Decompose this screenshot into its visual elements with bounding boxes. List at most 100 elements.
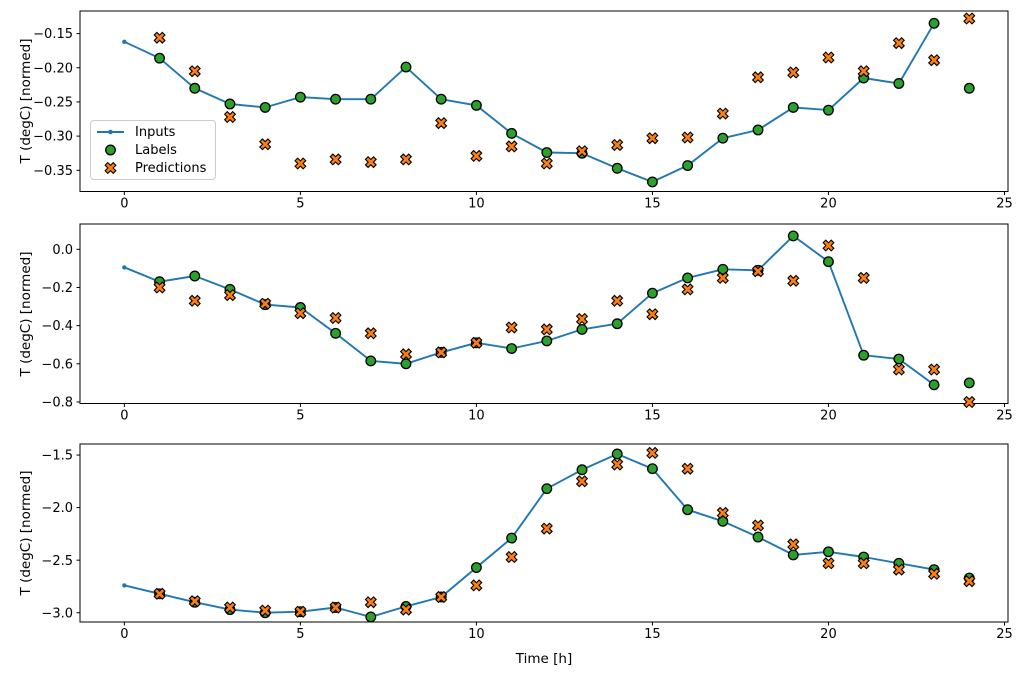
predictions-marker	[751, 265, 765, 278]
x-tick-label: 25	[996, 409, 1013, 424]
axes-frame	[79, 223, 1009, 404]
labels-marker	[400, 358, 412, 370]
predictions-marker	[681, 283, 694, 296]
predictions-marker	[611, 138, 624, 152]
predictions-marker	[329, 311, 342, 325]
predictions-marker	[223, 110, 237, 124]
predictions-marker	[716, 506, 729, 520]
predictions-marker	[646, 446, 659, 460]
inputs-line	[124, 234, 935, 386]
predictions-marker	[294, 157, 307, 170]
predictions-marker	[188, 65, 201, 78]
labels-marker	[259, 101, 271, 113]
labels-circle-icon	[105, 144, 116, 156]
predictions-marker	[329, 153, 342, 166]
x-tick-label: 20	[820, 409, 837, 424]
labels-marker	[541, 147, 553, 158]
labels-marker	[752, 124, 764, 136]
x-tick-label: 10	[468, 627, 485, 642]
inputs-point	[122, 39, 127, 44]
labels-marker	[646, 287, 658, 299]
y-tick-label: −0.6	[41, 357, 73, 372]
subplot-3: 0 5 10 15 20 25 −1.5 −2.0 −2.5 −3.0	[41, 443, 1013, 642]
labels-marker	[470, 562, 482, 573]
labels-marker	[470, 99, 482, 111]
predictions-marker	[364, 327, 377, 340]
predictions-marker	[470, 336, 483, 349]
predictions-marker	[153, 281, 166, 294]
labels-marker	[752, 531, 764, 543]
predictions-marker	[259, 604, 272, 617]
labels-marker	[365, 93, 377, 105]
x-tick-label: 5	[296, 627, 304, 642]
inputs-point	[122, 265, 127, 270]
y-tick-label: −0.20	[33, 61, 73, 76]
predictions-marker	[681, 462, 694, 475]
labels-marker	[963, 82, 975, 94]
predictions-marker	[188, 294, 201, 307]
labels-marker	[682, 272, 694, 284]
labels-marker	[576, 464, 588, 476]
predictions-marker	[329, 601, 342, 614]
y-axis-label-subplot-2: T (degC) [normed]	[18, 251, 34, 377]
labels-marker	[506, 343, 518, 354]
y-tick-label: −0.15	[33, 27, 73, 42]
x-tick-label: 5	[296, 409, 304, 424]
predictions-marker	[892, 36, 906, 50]
predictions-marker	[927, 567, 941, 580]
legend-label-inputs: Inputs	[135, 124, 176, 140]
labels-marker	[400, 61, 412, 73]
predictions-marker	[188, 595, 201, 608]
predictions-marker	[364, 155, 377, 169]
labels-marker	[541, 335, 553, 347]
labels-marker	[787, 230, 799, 242]
predictions-marker	[716, 107, 729, 120]
predictions-marker	[857, 271, 870, 285]
labels-marker	[787, 101, 799, 113]
predictions-marker	[399, 603, 413, 616]
labels-marker	[506, 532, 518, 544]
predictions-marker	[963, 395, 976, 409]
predictions-marker	[435, 116, 448, 130]
inputs-line-icon	[97, 129, 124, 135]
predictions-marker	[575, 475, 589, 488]
labels-marker	[506, 127, 518, 139]
x-tick-label: 25	[996, 197, 1013, 212]
legend-label-labels: Labels	[135, 142, 177, 158]
y-tick-label: −0.8	[41, 396, 73, 411]
x-tick-label: 0	[120, 409, 128, 424]
x-tick-label: 20	[820, 197, 837, 212]
y-tick-label: −0.4	[41, 319, 73, 334]
x-tick-label: 20	[820, 627, 837, 642]
predictions-marker	[963, 12, 976, 25]
labels-marker	[787, 549, 799, 561]
predictions-marker	[540, 522, 553, 535]
labels-marker	[893, 353, 905, 365]
legend-entry-predictions: Predictions	[95, 159, 211, 177]
labels-marker	[435, 93, 447, 105]
labels-marker	[365, 355, 377, 367]
predictions-marker	[505, 550, 518, 564]
y-tick-label: −3.0	[41, 606, 73, 621]
predictions-x-icon	[104, 161, 117, 175]
predictions-marker	[399, 348, 413, 361]
labels-marker	[823, 256, 834, 268]
predictions-marker	[611, 458, 624, 471]
predictions-marker	[857, 65, 870, 78]
predictions-marker	[927, 54, 941, 67]
predictions-marker	[646, 132, 659, 145]
x-axis-label: Time [h]	[515, 651, 573, 667]
labels-marker	[189, 82, 201, 94]
labels-marker	[717, 263, 729, 275]
predictions-marker	[857, 557, 870, 570]
predictions-marker	[364, 596, 377, 609]
x-tick-label: 10	[468, 409, 485, 424]
x-tick-label: 0	[120, 627, 128, 642]
labels-marker	[717, 515, 729, 527]
predictions-marker	[822, 51, 835, 64]
predictions-marker	[575, 312, 589, 326]
x-tick-label: 15	[644, 409, 661, 424]
predictions-marker	[470, 579, 483, 592]
